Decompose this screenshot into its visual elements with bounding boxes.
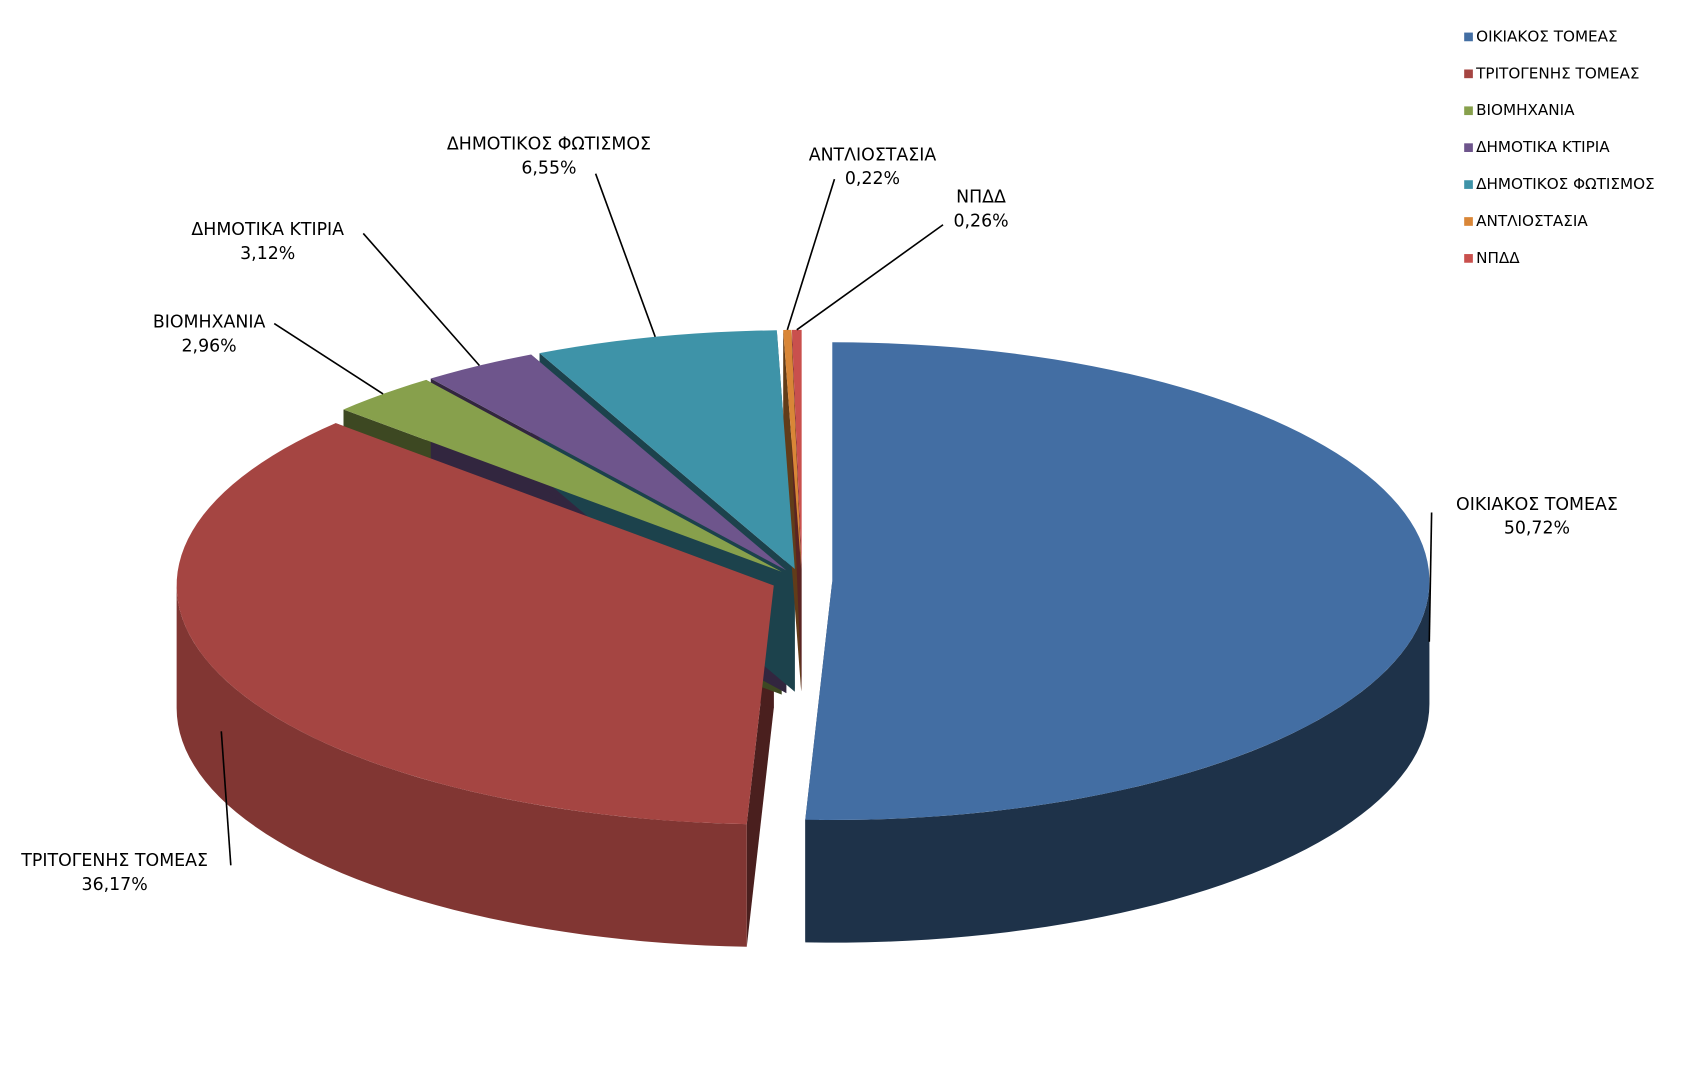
data-label-value: 50,72% bbox=[1504, 519, 1570, 539]
legend-swatch bbox=[1464, 69, 1473, 79]
slice bbox=[791, 329, 802, 569]
legend-label: ΟΙΚΙΑΚΟΣ ΤΟΜΕΑΣ bbox=[1476, 27, 1618, 45]
data-label-name: ΟΙΚΙΑΚΟΣ ΤΟΜΕΑΣ bbox=[1456, 495, 1618, 515]
slice bbox=[343, 379, 782, 572]
leader-line bbox=[594, 173, 656, 338]
data-label-name: ΔΗΜΟΤΙΚΑ ΚΤΙΡΙΑ bbox=[191, 220, 344, 240]
legend-swatch bbox=[1464, 217, 1473, 226]
legend-label: ΤΡΙΤΟΓΕΝΗΣ ΤΟΜΕΑΣ bbox=[1475, 64, 1639, 82]
legend-swatch bbox=[1464, 106, 1473, 116]
data-label-name: ΤΡΙΤΟΓΕΝΗΣ ΤΟΜΕΑΣ bbox=[20, 851, 208, 871]
data-label-name: ΒΙΟΜΗΧΑΝΙΑ bbox=[153, 312, 266, 332]
slice bbox=[805, 342, 1430, 820]
legend-swatch bbox=[1464, 32, 1473, 42]
data-label-name: ΝΠΔΔ bbox=[956, 188, 1006, 208]
leader-line bbox=[1428, 512, 1433, 642]
slice-cut bbox=[783, 329, 802, 692]
leader-line bbox=[796, 224, 944, 331]
legend-label: ΔΗΜΟΤΙΚΑ ΚΤΙΡΙΑ bbox=[1476, 138, 1610, 156]
slice bbox=[783, 329, 802, 569]
tops bbox=[176, 329, 1430, 825]
legend-swatch bbox=[1464, 143, 1473, 152]
data-label-value: 2,96% bbox=[182, 336, 237, 356]
data-label-value: 3,12% bbox=[240, 244, 295, 264]
legend-swatch bbox=[1464, 180, 1473, 189]
data-label-value: 0,22% bbox=[845, 169, 900, 189]
legend-label: ΝΠΔΔ bbox=[1476, 249, 1520, 267]
leader-line bbox=[362, 232, 481, 367]
data-label-name: ΑΝΤΛΙΟΣΤΑΣΙΑ bbox=[809, 145, 937, 165]
slice bbox=[176, 423, 774, 825]
slice-wall bbox=[805, 581, 1430, 943]
slice bbox=[539, 330, 795, 570]
data-label-value: 0,26% bbox=[953, 211, 1008, 231]
data-label-name: ΔΗΜΟΤΙΚΟΣ ΦΩΤΙΣΜΟΣ bbox=[447, 134, 651, 154]
slice-wall bbox=[176, 585, 747, 947]
leader-line bbox=[786, 178, 836, 331]
data-label-value: 36,17% bbox=[82, 875, 148, 895]
data-label-value: 6,55% bbox=[521, 158, 576, 178]
leader-line bbox=[273, 322, 384, 395]
legend-swatch bbox=[1464, 254, 1473, 263]
leader-line bbox=[220, 731, 232, 866]
legend-label: ΔΗΜΟΤΙΚΟΣ ΦΩΤΙΣΜΟΣ bbox=[1476, 175, 1655, 193]
slice bbox=[430, 354, 787, 571]
legend-label: ΒΙΟΜΗΧΑΝΙΑ bbox=[1476, 101, 1575, 119]
legend-label: ΑΝΤΛΙΟΣΤΑΣΙΑ bbox=[1476, 212, 1588, 230]
